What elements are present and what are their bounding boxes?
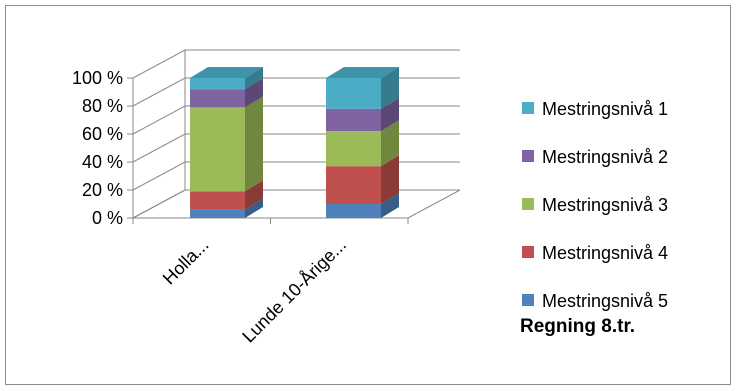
bar-segment (326, 155, 399, 204)
gridline (132, 105, 460, 135)
gridline (132, 189, 460, 219)
legend-swatch (522, 294, 534, 306)
y-axis-ticks: 0 % 20 % 40 % 60 % 80 % 100 % (72, 68, 123, 228)
bar-segment (190, 96, 263, 192)
gridline (132, 49, 460, 79)
gridline (132, 161, 460, 191)
legend-swatch (522, 150, 534, 162)
bar-segment (190, 180, 263, 210)
legend-label: Mestringsnivå 3 (542, 195, 668, 215)
legend-label: Mestringsnivå 1 (542, 99, 668, 119)
legend-item: Mestringsnivå 4 (522, 243, 668, 263)
legend-label: Mestringsnivå 2 (542, 147, 668, 167)
y-tick-label: 40 % (82, 152, 123, 172)
chart-floor (132, 189, 461, 219)
y-tick-label: 0 % (92, 208, 123, 228)
bar-segment (326, 97, 399, 132)
y-tick-label: 100 % (72, 68, 123, 88)
y-tick-label: 20 % (82, 180, 123, 200)
bar-segment (326, 193, 399, 218)
legend-swatch (522, 102, 534, 114)
legend-label: Mestringsnivå 5 (542, 291, 668, 311)
chart-bars (190, 67, 399, 218)
legend-item: Mestringsnivå 1 (522, 99, 668, 119)
legend-label: Mestringsnivå 4 (542, 243, 668, 263)
bar-segment (190, 198, 263, 218)
bar-segment (326, 67, 399, 109)
gridline (132, 133, 460, 163)
bar-segment (190, 67, 263, 90)
legend-swatch (522, 198, 534, 210)
legend-item: Mestringsnivå 2 (522, 147, 668, 167)
bar-segment (326, 120, 399, 167)
chart-grid (127, 49, 461, 224)
y-tick-label: 60 % (82, 124, 123, 144)
gridline (132, 77, 460, 107)
y-tick-label: 80 % (82, 96, 123, 116)
x-axis-categories: Holla... Lunde 10-Årige... (159, 235, 350, 347)
bar-segment (190, 78, 263, 108)
chart-legend: Mestringsnivå 1 Mestringsnivå 2 Mestringsn… (522, 99, 668, 311)
legend-item: Mestringsnivå 3 (522, 195, 668, 215)
legend-item: Mestringsnivå 5 (522, 291, 668, 311)
x-category-label: Holla... (159, 235, 213, 289)
chart-title: Regning 8.tr. (520, 316, 635, 337)
x-category-label: Lunde 10-Årige... (238, 235, 350, 347)
legend-swatch (522, 246, 534, 258)
